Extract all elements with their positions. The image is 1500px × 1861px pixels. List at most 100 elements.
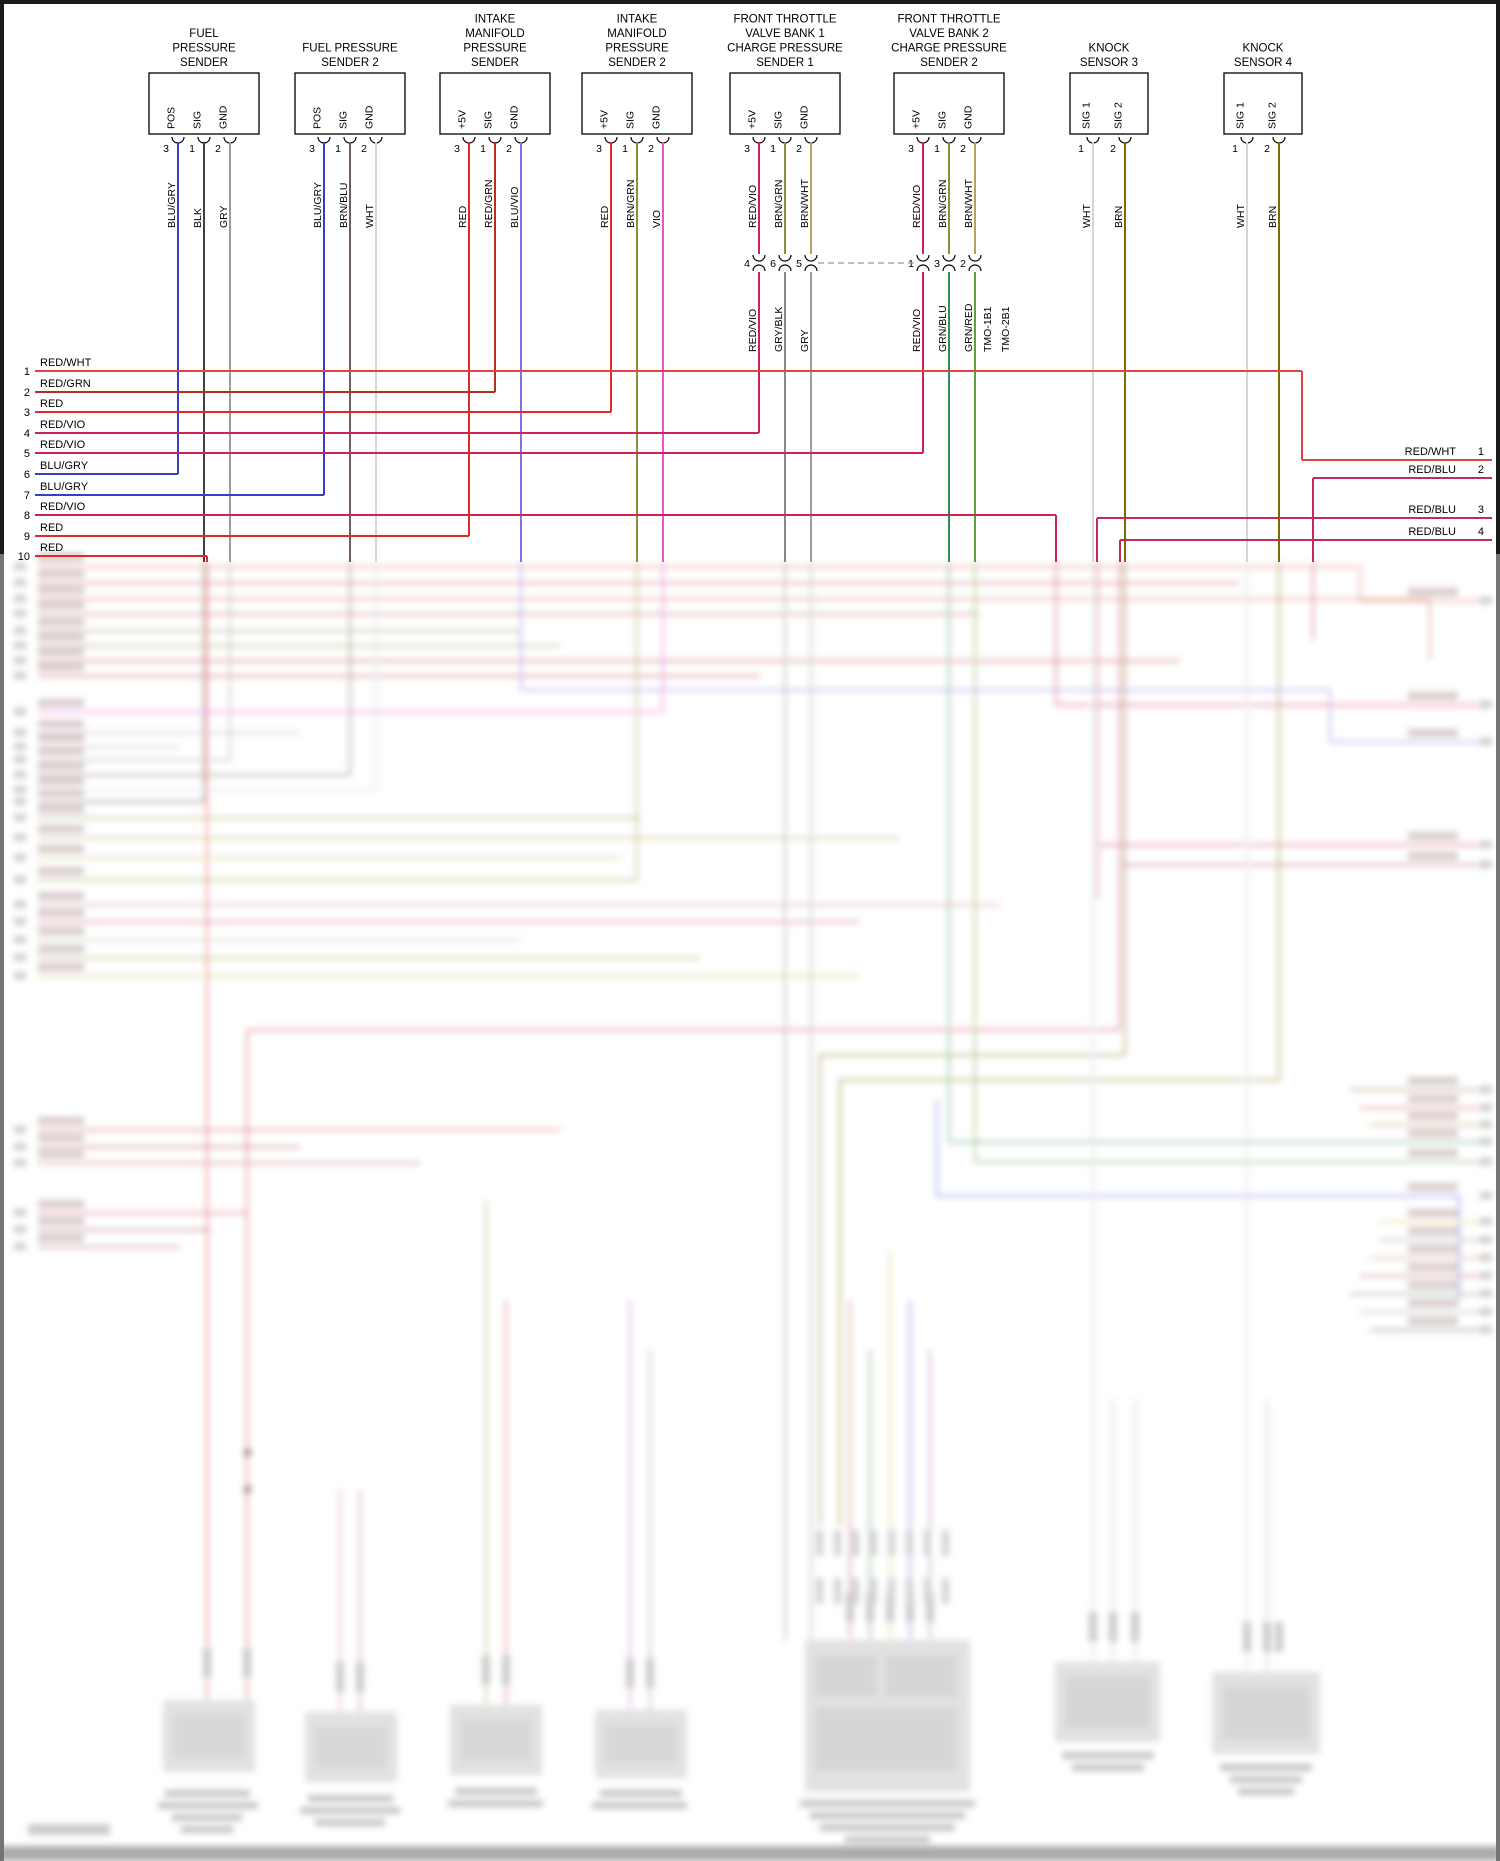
bus-pin-number: 3 [1478, 504, 1484, 516]
blurred-pin-number [1480, 701, 1492, 708]
blurred-pin-number [14, 786, 26, 793]
blurred-caption [165, 1790, 250, 1797]
pin-label: SIG 1 [1081, 102, 1093, 129]
wire-color-label: BRN/BLU [338, 182, 350, 228]
blurred-pin-number [14, 1243, 26, 1250]
pin-stub [852, 1530, 859, 1556]
connector-title: FRONT THROTTLE [897, 14, 1000, 26]
blurred-pin-number [14, 672, 26, 679]
inline-pin-number: 2 [960, 258, 966, 270]
inline-connector: 1 RED/VIO 3 GRN/BLU 2 GRN/RED TMO-1B1 TMO-2B1 [908, 254, 1012, 352]
blurred-caption [1072, 1764, 1144, 1771]
wire-color-label: BLU/VIO [509, 187, 521, 228]
connector-title: SENDER 1 [756, 57, 814, 69]
blurred-pin-number [1480, 841, 1492, 848]
sensor-connector-region: FUEL PRESSURE SENDER POS 3 BLU/GRY SIG 1 BLK GND 2… [18, 14, 1492, 563]
pin-label: GND [218, 105, 230, 129]
pin-number: 1 [480, 143, 486, 155]
pin-number: 3 [454, 143, 460, 155]
blurred-pin-number [14, 756, 26, 763]
wire-sleeve [1131, 1612, 1139, 1642]
blurred-pin-number [14, 642, 26, 649]
pin-label: SIG [625, 111, 637, 129]
connector-box [148, 72, 260, 135]
connector-detail [815, 1655, 877, 1697]
pin-stub [924, 1578, 931, 1604]
blurred-wire-label [38, 1150, 84, 1158]
pin-label: SIG 2 [1267, 102, 1279, 129]
connector-title: CHARGE PRESSURE [727, 43, 843, 55]
pin-number: 2 [648, 143, 654, 155]
connector-title: PRESSURE [172, 43, 236, 55]
inline-pin-number: 1 [908, 258, 914, 270]
blurred-wire-label [1408, 1317, 1458, 1325]
bus-pin-number: 1 [24, 366, 30, 378]
wire-sleeve [846, 1592, 854, 1622]
inline-pin-number: 4 [744, 258, 750, 270]
blurred-pin-number [1480, 1254, 1492, 1261]
inline-plug-icon [778, 264, 792, 272]
pin-number: 2 [796, 143, 802, 155]
wire-sleeve [906, 1592, 914, 1622]
blurred-wire-label [38, 892, 84, 900]
blurred-wire-label [38, 601, 84, 609]
blur-veil [0, 554, 1500, 1861]
wire-color-label: RED/VIO [911, 185, 923, 228]
wire-color-label: BLU/GRY [312, 182, 324, 228]
connector-box [893, 72, 1005, 135]
blurred-pin-number [14, 627, 26, 634]
pin-label: GND [651, 105, 663, 129]
blurred-wire-label [1408, 1245, 1458, 1253]
blurred-pin-number [14, 1143, 26, 1150]
wire-sleeve [626, 1658, 634, 1688]
blurred-caption [1230, 1776, 1302, 1783]
pin-number: 1 [189, 143, 195, 155]
connector-title: VALVE BANK 1 [745, 28, 824, 40]
blurred-caption [448, 1800, 543, 1807]
blurred-wire-label [1408, 1112, 1458, 1120]
wire-color-label: BRN/GRN [773, 180, 785, 228]
wire-color-label: WHT [364, 204, 376, 228]
blurred-wire-label [38, 909, 84, 917]
pin-label: SIG 2 [1113, 102, 1125, 129]
blurred-wire-label [38, 586, 84, 594]
wire-color-label: BRN/GRN [625, 180, 637, 228]
bus-wire-label: BLU/GRY [40, 481, 89, 493]
sensor-connector: KNOCK SENSOR 4 SIG 1 1 WHT SIG 2 2 BRN [1223, 43, 1303, 228]
inline-socket-icon [968, 254, 982, 262]
connector-title: SENDER 2 [920, 57, 978, 69]
sensor-connector: KNOCK SENSOR 3 SIG 1 1 WHT SIG 2 2 BRN [1069, 43, 1149, 228]
blurred-wire-label [38, 789, 84, 797]
blurred-caption [181, 1826, 233, 1833]
blurred-wire-label [38, 663, 84, 671]
bus-pin-number: 9 [24, 531, 30, 543]
pin-stub [834, 1578, 841, 1604]
blurred-pin-number [14, 579, 26, 586]
blurred-pin-number [1480, 1086, 1492, 1093]
pin-label: SIG 1 [1235, 102, 1247, 129]
pin-label: GND [799, 105, 811, 129]
bus-wire-label: RED [40, 542, 63, 554]
blurred-pin-number [14, 972, 26, 979]
sensor-connector: INTAKE MANIFOLD PRESSURE SENDER +5V 3 RED SIG 1 R… [439, 14, 551, 228]
blurred-caption [300, 1807, 400, 1814]
blurred-pin-number [14, 936, 26, 943]
blurred-wire-label [38, 734, 84, 742]
pin-stub [816, 1578, 823, 1604]
pin-number: 2 [1110, 143, 1116, 155]
pin-stub [852, 1578, 859, 1604]
connector-tag-label: TMO-1B1 [982, 306, 994, 352]
blurred-caption [172, 1814, 242, 1821]
wire-color-label: RED [457, 205, 469, 228]
pin-number: 3 [596, 143, 602, 155]
sensor-connector: FUEL PRESSURE SENDER 2 POS 3 BLU/GRY SIG 1 BRN/… [294, 43, 406, 228]
blurred-pin-number [14, 1209, 26, 1216]
pin-stub [888, 1530, 895, 1556]
wire-color-label: BRN/WHT [799, 178, 811, 228]
pin-stub [942, 1530, 949, 1556]
wire-sleeve [1109, 1612, 1117, 1642]
pin-stub [888, 1578, 895, 1604]
blurred-wire-label [1408, 1149, 1458, 1157]
connector-detail [173, 1714, 245, 1758]
bus-wire-label: RED [40, 522, 63, 534]
